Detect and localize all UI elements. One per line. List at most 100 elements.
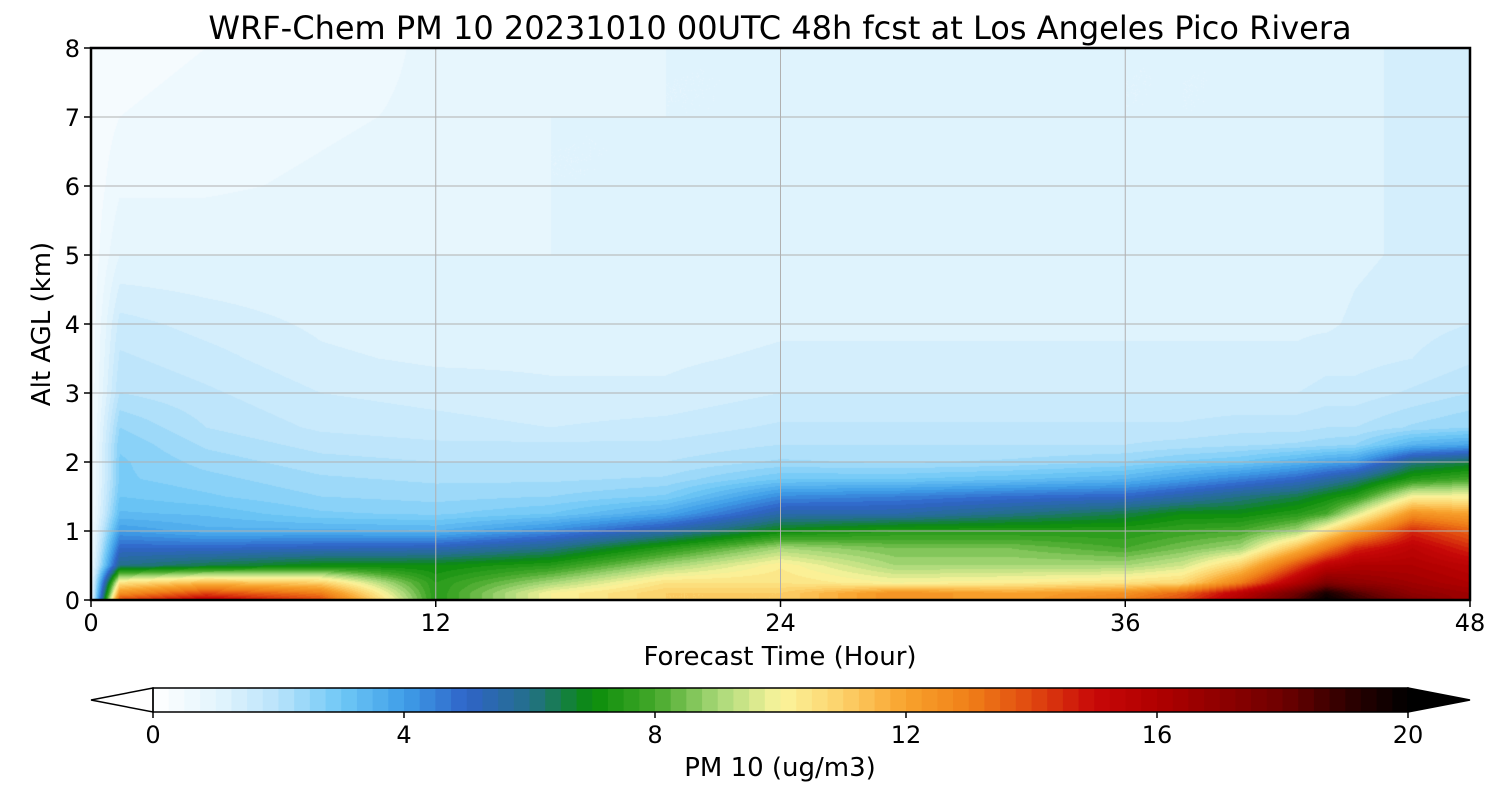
colorbar-tick-label: 16 [1142,721,1173,749]
chart-title: WRF-Chem PM 10 20231010 00UTC 48h fcst a… [208,9,1351,47]
colorbar-segment [1109,688,1127,712]
colorbar-segment [592,688,609,712]
colorbar-segment [184,688,201,712]
colorbar-tick-label: 12 [891,721,922,749]
colorbar-frame [152,687,1409,713]
y-tick-label: 1 [65,518,80,546]
colorbar-segment [984,688,1001,712]
y-axis-label: Alt AGL (km) [27,242,57,406]
colorbar-segment [482,688,499,712]
colorbar-segment [1000,688,1017,712]
colorbar-segment [1157,688,1174,712]
colorbar-segment [1204,688,1221,712]
colorbar-segment [1282,688,1299,712]
colorbar-segment [278,688,295,712]
colorbar-segment [341,688,358,712]
colorbar-segment [247,688,264,712]
colorbar-segment [623,688,640,712]
x-tick-label: 24 [765,609,796,637]
colorbar-segment [356,688,374,712]
colorbar-segment [1188,688,1205,712]
x-tick-label: 0 [83,609,98,637]
colorbar-segment [560,688,578,712]
colorbar-segment [451,688,468,712]
colorbar-segment [200,688,217,712]
y-tick-label: 5 [65,242,80,270]
colorbar-segment [764,688,782,712]
grid-lines [91,48,1470,600]
colorbar-max-extend [1407,687,1471,713]
colorbar-segment [827,688,844,712]
colorbar-segment [1015,688,1033,712]
colorbar-segment [1266,688,1284,712]
colorbar-segment [1141,688,1158,712]
x-axis-ticks: 0 12 24 36 48 [83,600,1485,637]
colorbar-segment [372,688,389,712]
x-axis-label: Forecast Time (Hour) [643,642,916,672]
colorbar-segment [215,688,233,712]
colorbar-segment [843,688,860,712]
colorbar-segment [1313,688,1331,712]
colorbar-segment [1392,688,1409,712]
colorbar-segment [639,688,656,712]
colorbar-segment [1219,688,1237,712]
colorbar-segment [231,688,248,712]
colorbar-segment [607,688,625,712]
colorbar-segment [670,688,687,712]
y-tick-label: 3 [65,380,80,408]
colorbar-segment [937,688,954,712]
colorbar-segment [498,688,515,712]
colorbar-segment [717,688,735,712]
colorbar-segment [1345,688,1362,712]
colorbar-segment [404,688,421,712]
colorbar-segment [576,688,593,712]
y-tick-label: 6 [65,173,80,201]
colorbar-segment [294,688,311,712]
colorbar-segment [968,688,986,712]
colorbar-tick-label: 4 [396,721,411,749]
colorbar-segment [1235,688,1252,712]
colorbar-segment [1094,688,1111,712]
colorbar-segment [858,688,876,712]
colorbar-segment [796,688,813,712]
colorbar-segment [749,688,766,712]
colorbar-segment [1047,688,1064,712]
x-tick-label: 12 [420,609,451,637]
colorbar-segment [262,688,280,712]
colorbar-segment [906,688,923,712]
colorbar-segment [811,688,829,712]
colorbar-segment [388,688,405,712]
colorbar-segment [921,688,938,712]
colorbar-ticks: 0 4 8 12 16 20 [145,712,1423,749]
y-tick-label: 8 [65,35,80,63]
colorbar-segment [1125,688,1142,712]
colorbar-min-extend [90,687,154,713]
colorbar-segment [1078,688,1095,712]
colorbar-segment [1329,688,1346,712]
x-tick-label: 48 [1455,609,1486,637]
y-tick-label: 4 [65,311,80,339]
colorbar-segment [780,688,797,712]
colorbar-segment [1376,688,1393,712]
colorbar-segment [529,688,546,712]
colorbar-segment [466,688,484,712]
colorbar-segment [702,688,719,712]
colorbar-tick-label: 20 [1393,721,1424,749]
colorbar-segment [435,688,452,712]
colorbar-segment [733,688,750,712]
colorbar-segment [874,688,891,712]
y-axis-ticks: 0 1 2 3 4 5 6 7 8 [65,35,91,615]
colorbar-segment [1360,688,1378,712]
colorbar-segment [153,688,170,712]
colorbar-segment [309,688,327,712]
colorbar-segment [168,688,185,712]
colorbar-segment [686,688,703,712]
colorbar-label: PM 10 (ug/m3) [684,753,876,783]
y-tick-label: 7 [65,104,80,132]
colorbar-tick-label: 0 [145,721,160,749]
colorbar-segment [1251,688,1268,712]
colorbar [90,687,1471,713]
y-tick-label: 2 [65,449,80,477]
colorbar-segment [419,688,436,712]
